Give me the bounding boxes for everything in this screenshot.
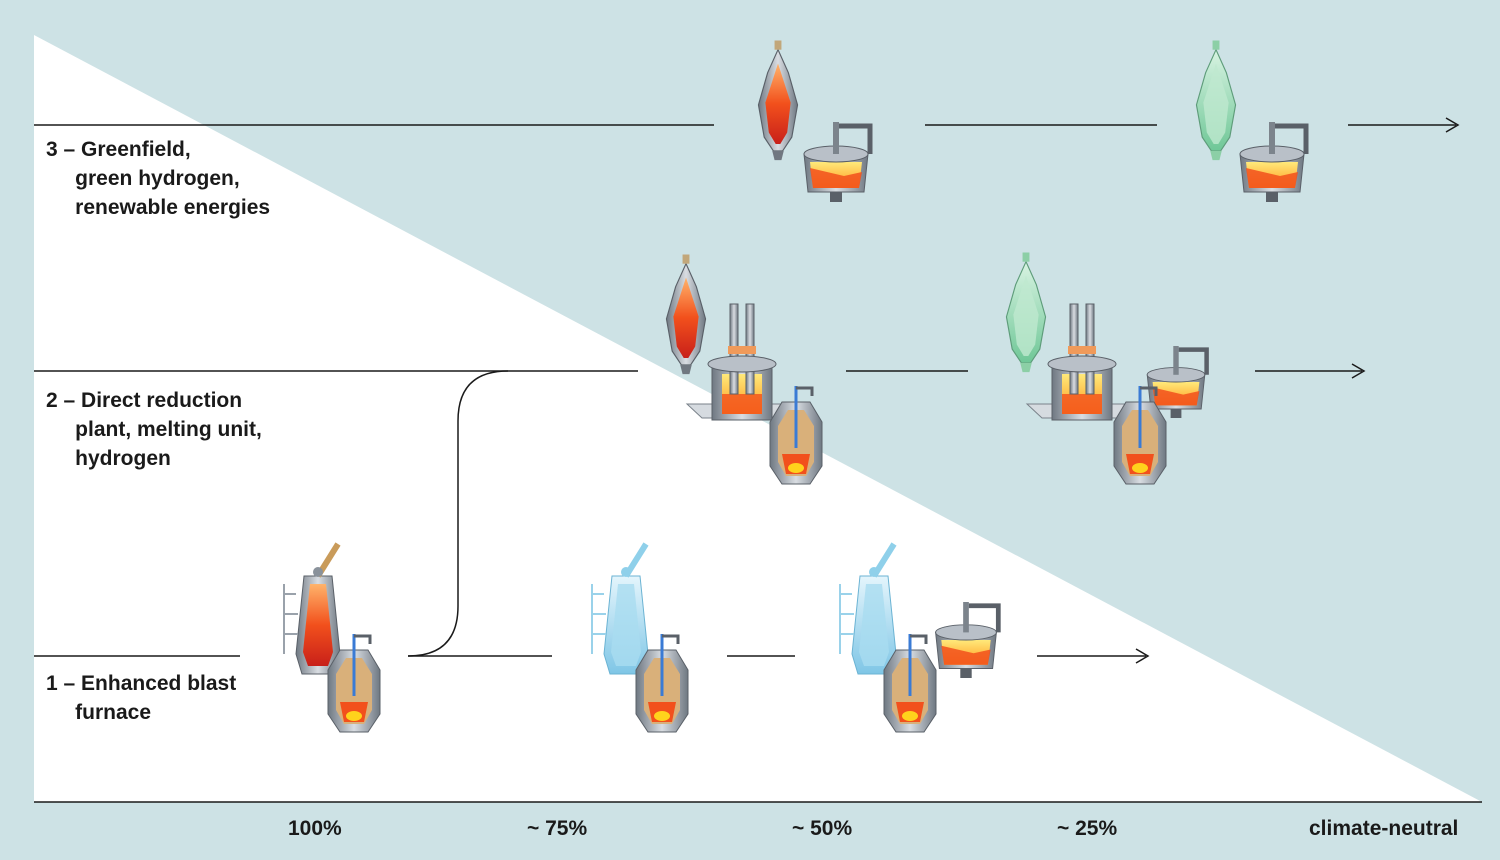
axis-tick-75: ~ 75% [527,817,588,840]
shaft-furnace-icon [665,253,707,375]
transition-curve [407,370,509,657]
route-1-path [34,648,1150,664]
axis-tick-100: 100% [288,817,342,840]
shaft-furnace-icon [1195,39,1237,161]
axis-tick-50: ~ 50% [792,817,853,840]
shaft-furnace-icon [757,39,799,161]
electric-arc-furnace-icon [1240,122,1306,202]
route-3-label: 3 – Greenfield, green hydrogen, renewabl… [46,138,271,219]
route-1-label: 1 – Enhanced blast furnace [46,672,237,724]
electric-arc-furnace-icon [804,122,870,202]
route-3-path [34,117,1460,133]
axis-tick-climate-neutral: climate-neutral [1309,817,1459,840]
converter-icon [768,384,824,486]
route-2-path [34,363,1366,379]
shaft-furnace-icon [1005,251,1047,373]
route-2-label: 2 – Direct reduction plant, melting unit… [46,389,262,470]
axis-tick-25: ~ 25% [1057,817,1118,840]
